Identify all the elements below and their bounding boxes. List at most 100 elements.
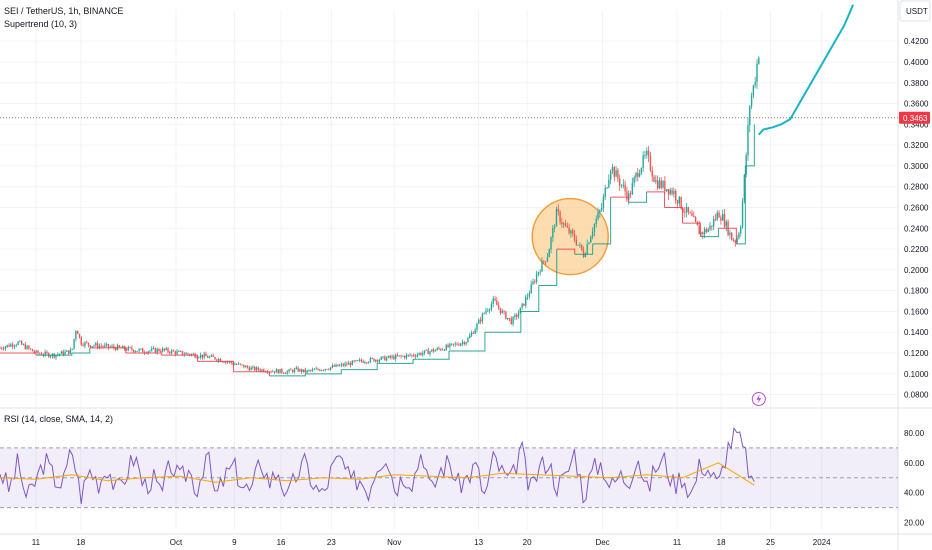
time-axis[interactable]: 11 18 Oct 9 16 23 Nov 13 20 Dec 11 18 25 2024 (32, 538, 831, 547)
rsi-axis[interactable]: 80.00 60.00 40.00 20.00 (904, 429, 925, 528)
price-candle-body-234 (422, 353, 424, 355)
supertrend-segment-2 (35, 353, 73, 356)
price-candle-body-286 (516, 314, 518, 317)
lightning-bolt-icon[interactable] (751, 392, 766, 406)
price-candle-body-10 (17, 341, 19, 345)
price-tick-label-3: 0.3600 (904, 100, 929, 109)
price-candle-body-2 (2, 348, 5, 350)
price-candle-body-138 (248, 367, 251, 371)
price-candle-body-262 (472, 332, 475, 334)
supertrend-segment-21 (610, 196, 630, 203)
price-candle-body-391 (705, 229, 708, 232)
price-candle-body-265 (478, 319, 480, 324)
price-candle-body-177 (319, 369, 321, 371)
currency-box[interactable] (899, 0, 931, 22)
price-candle-body-3 (4, 346, 7, 349)
price-candle-body-124 (223, 361, 225, 363)
price-candle-body-63 (113, 345, 115, 348)
price-candle-body-251 (452, 343, 455, 345)
price-candle-body-92 (165, 348, 167, 350)
price-candle-body-70 (125, 349, 128, 351)
price-candle-body-60 (107, 344, 110, 348)
price-candle-body-77 (138, 349, 140, 352)
price-candle-body-341 (615, 170, 617, 177)
currency-label[interactable]: USDT (906, 7, 928, 16)
price-candle-body-395 (712, 219, 715, 227)
price-candle-body-409 (738, 233, 740, 239)
price-candle-body-66 (118, 345, 120, 348)
price-candle-body-412 (743, 174, 746, 202)
time-tick-label-1: 18 (76, 538, 85, 547)
price-candle-body-187 (337, 364, 339, 367)
price-candle-body-236 (425, 349, 428, 351)
price-candle-body-400 (721, 213, 724, 221)
price-candle-body-298 (537, 271, 540, 275)
price-badges: 0.3463 (751, 111, 930, 406)
price-candle-body-197 (355, 360, 357, 362)
price-candle-body-160 (288, 369, 290, 372)
price-candle-body-42 (75, 331, 77, 340)
lightning-bolt (756, 394, 762, 404)
price-candle-body-318 (573, 233, 576, 240)
price-candle-body-122 (219, 358, 222, 362)
price-candles (0, 56, 760, 375)
price-candle-body-246 (443, 349, 446, 351)
price-candle-body-224 (403, 355, 406, 358)
supertrend-segment-11 (341, 363, 378, 371)
price-tick-label-0: 0.4200 (904, 37, 929, 46)
supertrend-segment-26 (700, 228, 719, 238)
price-candle-body-99 (178, 351, 180, 352)
price-candle-body-283 (510, 318, 512, 325)
price-candle-body-368 (664, 181, 666, 191)
price-candle-body-382 (689, 212, 691, 214)
price-tick-label-17: 0.0800 (904, 391, 929, 400)
current-price-badge (899, 111, 930, 124)
price-candle-body-152 (273, 371, 276, 373)
price-candle-body-312 (562, 223, 565, 225)
price-candle-body-349 (629, 193, 632, 195)
price-candle-body-144 (259, 369, 261, 372)
price-candle-body-159 (286, 371, 288, 374)
price-candle-body-415 (749, 106, 751, 125)
price-candle-body-199 (358, 359, 361, 361)
price-candle-body-319 (575, 239, 578, 245)
price-candle-body-346 (624, 184, 626, 192)
price-candle-body-22 (39, 353, 41, 355)
price-candle-body-214 (385, 357, 388, 361)
supertrend-segment-25 (682, 222, 701, 237)
price-candle-body-299 (539, 271, 541, 273)
price-candle-body-208 (375, 359, 377, 362)
price-candle-body-50 (89, 345, 92, 347)
price-candle-body-119 (214, 356, 216, 360)
price-candle-body-40 (71, 348, 73, 350)
price-candle-body-46 (82, 344, 84, 346)
price-candle-body-1 (1, 347, 3, 349)
price-candle-body-399 (720, 217, 722, 221)
price-candle-body-116 (208, 356, 211, 358)
price-candle-body-225 (405, 354, 408, 358)
price-candle-body-157 (282, 372, 285, 374)
price-candle-body-393 (709, 225, 711, 230)
price-candle-body-131 (235, 364, 238, 365)
price-candle-body-130 (234, 364, 236, 365)
price-axis[interactable]: 0.4200 0.4000 0.3800 0.3600 0.3400 0.3200 0.30… (899, 0, 931, 400)
price-candle-body-352 (635, 172, 637, 178)
price-candle-body-249 (449, 343, 451, 348)
price-candle-body-183 (329, 367, 332, 370)
supertrend-segment-6 (161, 354, 199, 362)
price-candle-body-317 (572, 230, 574, 234)
price-candle-body-276 (497, 305, 500, 308)
price-candle-body-274 (494, 298, 496, 301)
price-candle-body-260 (469, 335, 471, 339)
price-candle-body-328 (591, 231, 594, 237)
price-candle-body-353 (637, 172, 639, 177)
price-candle-body-146 (263, 369, 265, 372)
price-candle-body-169 (304, 369, 307, 373)
price-candle-body-273 (492, 298, 494, 305)
time-tick-label-3: 9 (232, 538, 237, 547)
price-candle-body-272 (490, 304, 493, 310)
highlight-circle-group (531, 197, 609, 276)
